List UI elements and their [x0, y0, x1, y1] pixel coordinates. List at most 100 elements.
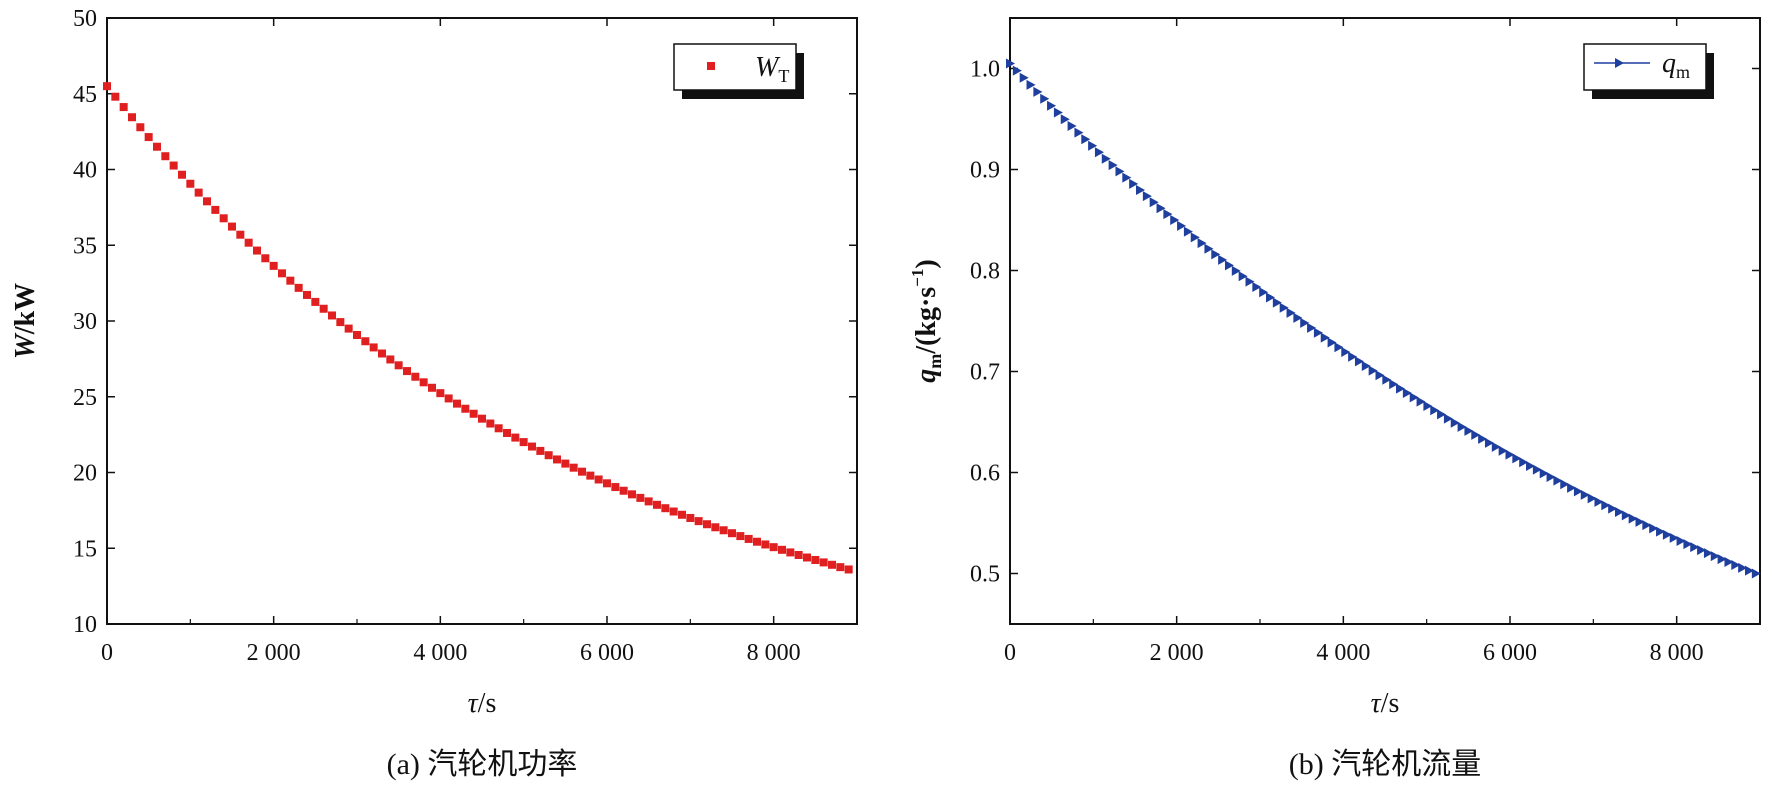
x-tick-label: 8 000 [747, 640, 801, 666]
data-point [1601, 500, 1611, 511]
data-point [286, 276, 295, 285]
data-point [311, 297, 320, 306]
x-axis-b: 0 2 000 4 000 6 000 8 000 [1004, 18, 1704, 666]
data-point [494, 424, 503, 433]
data-point [1717, 554, 1727, 565]
data-point [1231, 265, 1241, 276]
x-tick-label: 4 000 [1316, 640, 1370, 666]
data-point [1608, 503, 1618, 514]
data-point [586, 471, 595, 480]
data-point [1375, 370, 1385, 381]
data-point [211, 205, 220, 214]
data-point [1047, 100, 1057, 111]
data-point [328, 311, 336, 320]
data-point [636, 493, 645, 502]
data-point [1094, 147, 1104, 158]
data-point [1067, 121, 1077, 132]
data-point [436, 389, 445, 398]
data-point [1293, 312, 1303, 323]
data-point [736, 532, 745, 541]
data-point [1587, 493, 1597, 504]
x-tick-label: 4 000 [413, 640, 467, 666]
data-point [1389, 379, 1399, 390]
data-point [228, 222, 236, 231]
data-point [1259, 287, 1269, 298]
series-power-points [103, 82, 853, 574]
data-point [769, 543, 778, 552]
x-tick-label: 2 000 [1150, 640, 1204, 666]
data-point [1512, 453, 1522, 464]
data-point [619, 486, 628, 495]
data-point [694, 517, 703, 526]
data-point [1142, 191, 1152, 202]
data-point [1348, 351, 1358, 362]
data-point [1088, 140, 1098, 151]
data-point [811, 555, 820, 564]
data-point [1505, 449, 1515, 460]
data-point [1307, 322, 1317, 333]
data-point [1245, 276, 1255, 287]
data-point [1129, 178, 1139, 189]
data-point [611, 483, 620, 492]
data-point [1649, 523, 1659, 534]
data-point [1115, 166, 1125, 177]
data-point [1211, 249, 1221, 260]
data-point [1409, 392, 1419, 403]
data-point [1266, 292, 1276, 303]
data-point [1238, 271, 1248, 282]
legend-a-label: WT [755, 52, 789, 86]
data-point [828, 560, 836, 569]
caption-a: (a) 汽轮机功率 [387, 748, 578, 781]
data-point [803, 553, 811, 562]
data-point [1724, 557, 1734, 568]
data-point [1443, 413, 1453, 424]
y-tick-label: 1.0 [970, 57, 1000, 83]
data-point [819, 558, 828, 567]
y-tick-label: 0.6 [970, 461, 1000, 487]
data-point [603, 479, 611, 488]
data-point [1416, 396, 1426, 407]
data-point [1546, 472, 1556, 483]
data-point [836, 563, 845, 572]
data-point [1464, 425, 1474, 436]
data-point [1149, 197, 1159, 208]
chart-flow: 0.5 0.6 0.7 0.8 0.9 1.0 0 2 000 4 000 6 000 8 000… [908, 17, 1761, 781]
data-point [1635, 516, 1645, 527]
x-axis-label-b: τ/s [1371, 688, 1400, 719]
data-point [1560, 479, 1570, 490]
data-point [1471, 429, 1481, 440]
data-point [1628, 513, 1638, 524]
data-point [519, 438, 528, 447]
data-point [1060, 114, 1070, 125]
y-axis-label-b: qm/(kg·s−1) [908, 259, 945, 382]
y-tick-label: 0.8 [970, 259, 1000, 285]
data-point [644, 497, 653, 506]
data-point [161, 152, 170, 161]
y-axis-a: 10 15 20 25 30 35 40 45 50 [73, 6, 857, 638]
data-point [1642, 520, 1652, 531]
y-tick-label: 20 [73, 461, 97, 487]
data-point [444, 394, 453, 403]
data-point [1580, 489, 1590, 500]
legend-b: qm [1583, 43, 1714, 99]
x-tick-label: 6 000 [580, 640, 634, 666]
data-point [111, 92, 120, 101]
data-point [628, 490, 636, 499]
data-point [1683, 539, 1693, 550]
data-point [703, 520, 711, 529]
data-point [144, 133, 153, 142]
data-point [1396, 383, 1406, 394]
data-point [1430, 405, 1440, 416]
x-tick-label: 2 000 [247, 640, 301, 666]
data-point [1676, 536, 1686, 547]
legend-b-box [1583, 43, 1707, 91]
data-point [744, 534, 753, 543]
data-point [1532, 464, 1542, 475]
data-point [561, 459, 570, 468]
data-point [1402, 388, 1412, 399]
data-point [103, 82, 111, 91]
data-point [1026, 79, 1036, 90]
data-point [1519, 457, 1529, 468]
series-flow-points [1006, 58, 1761, 579]
data-point [711, 523, 720, 532]
